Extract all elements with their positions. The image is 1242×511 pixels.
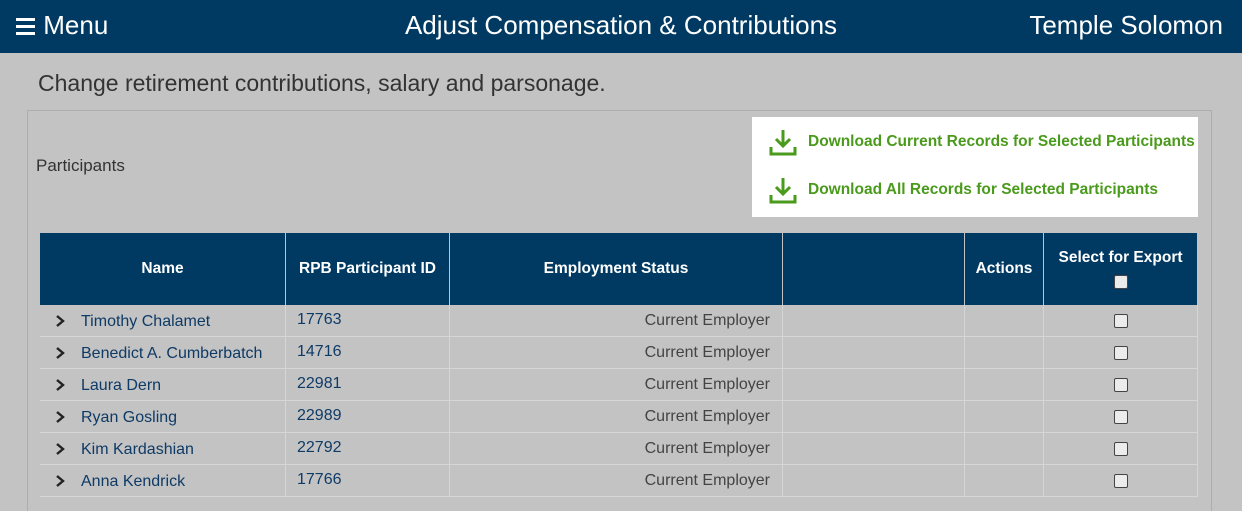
table-cell [965, 305, 1044, 337]
employment-status: Current Employer [644, 407, 770, 425]
table-cell: Kim Kardashian [40, 433, 286, 465]
participant-name: Timothy Chalamet [81, 312, 211, 330]
column-header: Name [40, 233, 286, 305]
expand-chevron[interactable] [54, 442, 66, 456]
export-checkbox[interactable] [1113, 345, 1128, 360]
table-cell: Current Employer [450, 433, 783, 465]
select-all-checkbox[interactable] [1113, 275, 1128, 289]
participant-name: Benedict A. Cumberbatch [81, 344, 263, 362]
employment-status: Current Employer [644, 471, 770, 489]
table-cell: Anna Kendrick [40, 465, 286, 497]
menu-button[interactable]: Menu [16, 0, 108, 50]
participant-id: 22989 [297, 407, 342, 424]
participant-name: Anna Kendrick [81, 472, 186, 490]
download-link[interactable]: Download All Records for Selected Partic… [768, 170, 1158, 210]
download-label: Download All Records for Selected Partic… [808, 181, 1158, 198]
employment-status: Current Employer [644, 311, 770, 329]
user-name[interactable]: Temple Solomon [1029, 10, 1223, 40]
column-header-label: RPB Participant ID [299, 260, 436, 277]
export-checkbox[interactable] [1113, 313, 1128, 328]
expand-chevron[interactable] [54, 410, 66, 424]
table-cell: Current Employer [450, 465, 783, 497]
table-cell [1044, 401, 1198, 433]
participant-name: Laura Dern [81, 376, 162, 394]
table-cell [1044, 465, 1198, 497]
download-link[interactable]: Download Current Records for Selected Pa… [768, 122, 1195, 162]
table-cell: 17763 [286, 305, 450, 337]
table-cell: Ryan Gosling [40, 401, 286, 433]
export-checkbox[interactable] [1113, 409, 1128, 424]
export-checkbox[interactable] [1113, 377, 1128, 392]
table-cell: Current Employer [450, 337, 783, 369]
table-cell [965, 433, 1044, 465]
table-cell [965, 465, 1044, 497]
table-cell [783, 369, 965, 401]
employment-status: Current Employer [644, 439, 770, 457]
column-header: Actions [965, 233, 1044, 305]
table-cell: 22792 [286, 433, 450, 465]
table-cell [1044, 433, 1198, 465]
participant-id: 22792 [297, 439, 342, 456]
column-header-label: Select for Export [1058, 249, 1183, 266]
column-header: RPB Participant ID [286, 233, 450, 305]
table-cell: 22989 [286, 401, 450, 433]
participant-id: 22981 [297, 375, 342, 392]
participant-name: Kim Kardashian [81, 440, 194, 458]
column-header: Select for Export [1044, 233, 1198, 305]
page-title: Adjust Compensation & Contributions [404, 10, 838, 40]
download-box: Download Current Records for Selected Pa… [752, 117, 1198, 217]
table-cell [965, 337, 1044, 369]
menu-label: Menu [43, 10, 109, 40]
panel-label: Participants [36, 156, 125, 175]
expand-chevron[interactable] [54, 474, 66, 488]
expand-chevron[interactable] [54, 346, 66, 360]
table-cell [1044, 337, 1198, 369]
table-cell: Current Employer [450, 401, 783, 433]
table-cell [783, 305, 965, 337]
table-cell [965, 369, 1044, 401]
column-header: Employment Status [450, 233, 783, 305]
panel [27, 110, 1212, 511]
column-header [783, 233, 965, 305]
table-cell: Benedict A. Cumberbatch [40, 337, 286, 369]
table-cell: Timothy Chalamet [40, 305, 286, 337]
table-cell: 17766 [286, 465, 450, 497]
table-cell: 14716 [286, 337, 450, 369]
table-cell: 22981 [286, 369, 450, 401]
export-checkbox[interactable] [1113, 473, 1128, 488]
expand-chevron[interactable] [54, 378, 66, 392]
menu-icon [16, 18, 35, 35]
participant-id: 17766 [297, 471, 342, 488]
employment-status: Current Employer [644, 375, 770, 393]
table-cell: Current Employer [450, 369, 783, 401]
column-header-label: Actions [975, 260, 1033, 277]
table-cell: Current Employer [450, 305, 783, 337]
table-cell [1044, 305, 1198, 337]
participant-id: 17763 [297, 311, 342, 328]
download-icon [769, 178, 797, 204]
table-cell [965, 401, 1044, 433]
table-cell: Laura Dern [40, 369, 286, 401]
column-header-label: Employment Status [543, 260, 689, 277]
participant-id: 14716 [297, 343, 342, 360]
table-cell [783, 401, 965, 433]
top-bar: Menu Adjust Compensation & Contributions… [0, 0, 1242, 53]
table-cell [783, 465, 965, 497]
expand-chevron[interactable] [54, 314, 66, 328]
download-label: Download Current Records for Selected Pa… [808, 133, 1195, 150]
table-cell [783, 433, 965, 465]
download-icon [769, 130, 797, 156]
table-cell [783, 337, 965, 369]
participant-name: Ryan Gosling [81, 408, 178, 426]
column-header-label: Name [141, 260, 184, 277]
table-cell [1044, 369, 1198, 401]
export-checkbox[interactable] [1113, 441, 1128, 456]
employment-status: Current Employer [644, 343, 770, 361]
subtitle: Change retirement contributions, salary … [38, 70, 606, 96]
